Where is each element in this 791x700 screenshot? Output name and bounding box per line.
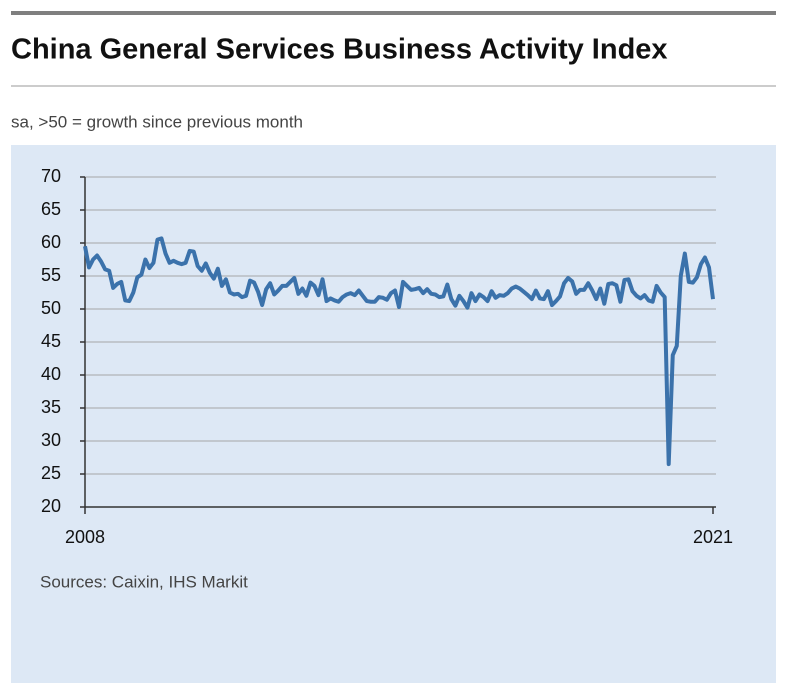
x-tick-label: 2008	[65, 527, 105, 547]
y-tick-label: 40	[41, 364, 61, 384]
subtitle: sa, >50 = growth since previous month	[11, 112, 303, 131]
y-tick-label: 70	[41, 166, 61, 186]
plot-panel	[11, 145, 776, 683]
y-tick-label: 45	[41, 331, 61, 351]
y-tick-label: 50	[41, 298, 61, 318]
y-tick-label: 25	[41, 463, 61, 483]
y-tick-label: 65	[41, 199, 61, 219]
source: Sources: Caixin, IHS Markit	[40, 572, 248, 591]
chart-title: China General Services Business Activity…	[11, 34, 668, 66]
data-line	[83, 236, 715, 467]
y-tick-label: 30	[41, 430, 61, 450]
x-tick-label: 2021	[693, 527, 733, 547]
y-tick-label: 60	[41, 232, 61, 252]
y-tick-label: 35	[41, 397, 61, 417]
y-tick-label: 55	[41, 265, 61, 285]
y-tick-label: 20	[41, 496, 61, 516]
top-rule	[11, 11, 776, 15]
